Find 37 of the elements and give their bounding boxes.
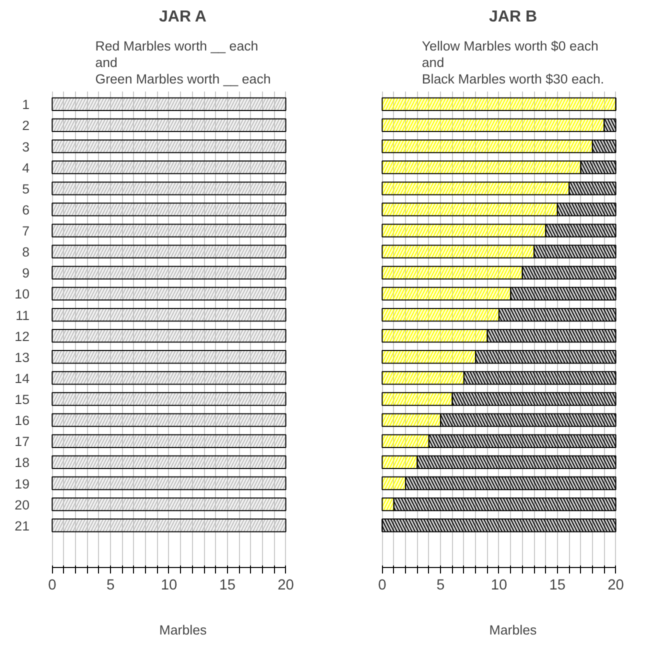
y-tick-label: 12 xyxy=(14,328,30,344)
y-tick-label: 7 xyxy=(22,224,30,239)
y-tick-label: 1 xyxy=(22,97,30,112)
y-tick-label: 18 xyxy=(14,455,30,470)
y-tick-label: 19 xyxy=(14,476,30,492)
x-tick-label: 0 xyxy=(48,578,56,594)
x-tick-label: 10 xyxy=(160,578,178,594)
x-tick-label: 0 xyxy=(378,578,386,594)
y-tick-label: 10 xyxy=(14,286,30,302)
x-tick-label: 20 xyxy=(278,578,294,594)
y-tick-label: 3 xyxy=(22,139,30,154)
y-tick-label: 2 xyxy=(22,118,30,134)
x-tick-label: 20 xyxy=(608,578,624,594)
chart-subtitle: Yellow Marbles worth $0 each and Black Marbles worth $30 each. xyxy=(422,38,604,86)
chart-title: JAR A xyxy=(158,8,207,26)
y-tick-label: 4 xyxy=(22,160,30,176)
y-tick-label: 9 xyxy=(22,266,30,281)
x-axis-title: Marbles xyxy=(489,622,538,638)
y-tick-label: 8 xyxy=(22,244,30,260)
y-tick-label: 14 xyxy=(14,370,30,386)
y-tick-label: 21 xyxy=(14,518,30,534)
y-tick-label: 5 xyxy=(22,181,30,196)
y-tick-label: 17 xyxy=(14,434,30,450)
x-tick-label: 5 xyxy=(436,578,445,594)
x-tick-label: 10 xyxy=(490,578,508,594)
x-tick-label: 5 xyxy=(106,578,115,594)
y-tick-label: 20 xyxy=(14,497,30,512)
y-tick-label: 15 xyxy=(14,392,30,408)
chart-subtitle: Red Marbles worth __ each and Green Marbles worth __ each xyxy=(95,38,271,86)
chart-title: JAR B xyxy=(488,8,538,26)
y-tick-label: 13 xyxy=(14,350,30,365)
x-axis-title: Marbles xyxy=(159,622,208,638)
y-tick-label: 6 xyxy=(22,202,30,218)
y-tick-label: 16 xyxy=(14,413,30,428)
x-tick-label: 15 xyxy=(219,578,236,594)
y-tick-label: 11 xyxy=(16,308,30,323)
x-tick-label: 15 xyxy=(549,578,566,594)
